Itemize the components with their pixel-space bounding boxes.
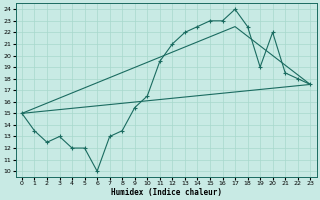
X-axis label: Humidex (Indice chaleur): Humidex (Indice chaleur): [111, 188, 221, 197]
